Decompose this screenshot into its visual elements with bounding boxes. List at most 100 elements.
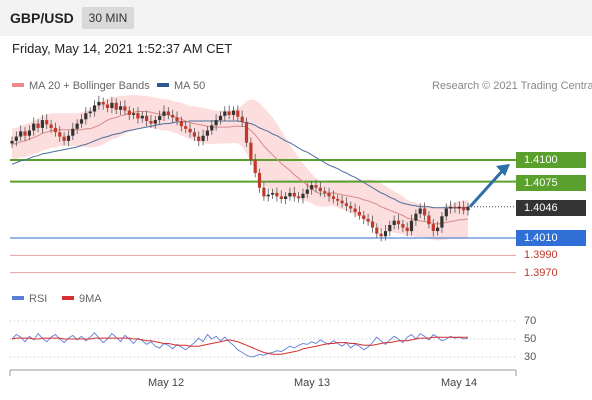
x-tick-may12: May 12 [148, 377, 185, 389]
legend-ma-bollinger: MA 20 + Bollinger Bands [12, 80, 150, 92]
candle-48 [218, 115, 223, 121]
candle-42 [192, 132, 196, 137]
candle-12 [62, 136, 66, 141]
candle-10 [53, 127, 57, 133]
candle-98 [436, 227, 440, 232]
candle-74 [331, 196, 335, 199]
ma20-line [11, 111, 469, 225]
candle-40 [184, 126, 188, 129]
candle-32 [149, 121, 153, 124]
candle-27 [127, 110, 131, 115]
candle-41 [188, 128, 192, 133]
candle-4 [27, 130, 31, 136]
candle-52 [236, 110, 240, 117]
rsi-tick-50: 50 [524, 333, 537, 345]
candle-56 [253, 160, 257, 173]
candle-58 [262, 187, 266, 197]
candle-29 [136, 113, 140, 119]
legend-ma50-label: MA 50 [174, 80, 206, 92]
candle-2 [19, 131, 23, 137]
candle-77 [344, 203, 348, 206]
legend-rsi-ma-swatch [62, 296, 74, 301]
price-label-1-3970: 1.3970 [524, 267, 558, 279]
candle-70 [314, 185, 318, 188]
candle-8 [45, 120, 49, 125]
candle-31 [145, 115, 149, 121]
candle-97 [431, 224, 435, 231]
candle-84 [375, 227, 379, 234]
x-tick-may13: May 13 [294, 377, 331, 389]
symbol-label: GBP/USD [10, 10, 74, 26]
candle-65 [292, 192, 296, 197]
candle-68 [305, 189, 309, 194]
candle-25 [119, 106, 123, 110]
candle-102 [453, 206, 457, 209]
legend-ma50: MA 50 [157, 80, 205, 92]
candle-83 [370, 221, 375, 228]
forecast-arrow-shaft [468, 167, 506, 208]
candle-62 [279, 196, 283, 199]
rsi-line [11, 331, 469, 358]
candle-103 [457, 206, 461, 209]
legend-rsi-swatch [12, 296, 24, 301]
timestamp: Friday, May 14, 2021 1:52:37 AM CET [12, 41, 233, 56]
candle-39 [179, 121, 183, 127]
rsi-tick-30: 30 [524, 351, 537, 363]
candle-3 [23, 131, 27, 136]
candle-64 [288, 192, 292, 197]
timeframe-button[interactable]: 30 MIN [82, 7, 134, 29]
candle-73 [327, 192, 331, 197]
candle-44 [201, 135, 205, 141]
candle-93 [414, 213, 418, 221]
legend-rsi-ma: 9MA [62, 293, 102, 305]
candle-92 [409, 220, 414, 232]
candle-18 [88, 111, 92, 114]
candle-36 [166, 111, 170, 115]
candle-89 [396, 220, 401, 225]
candle-0 [10, 140, 14, 144]
candle-11 [58, 132, 62, 137]
chart-header: GBP/USD 30 MIN [0, 0, 592, 36]
candle-16 [79, 119, 84, 124]
candle-13 [66, 135, 71, 141]
candle-7 [40, 120, 44, 128]
ma50-line [11, 120, 468, 209]
candle-28 [132, 113, 136, 115]
candle-20 [97, 101, 101, 106]
legend-ma-bollinger-label: MA 20 + Bollinger Bands [29, 80, 150, 92]
candle-86 [383, 231, 388, 237]
legend-rsi: RSI [12, 293, 47, 305]
candle-90 [401, 224, 405, 228]
candle-79 [353, 208, 357, 212]
legend-rsi-label: RSI [29, 293, 48, 305]
candle-30 [140, 115, 144, 119]
rsi-ma-line [11, 336, 468, 355]
candle-51 [231, 110, 236, 115]
candle-71 [318, 187, 322, 192]
candle-47 [214, 120, 218, 126]
candle-53 [240, 116, 244, 122]
candle-99 [440, 216, 444, 228]
candle-50 [227, 111, 231, 115]
candle-96 [427, 215, 431, 225]
candle-57 [257, 173, 262, 188]
candle-69 [310, 185, 314, 190]
candle-105 [466, 206, 470, 211]
candle-24 [114, 102, 118, 110]
forecast-arrow-head [496, 164, 510, 176]
price-tag-1-4100: 1.4100 [516, 152, 586, 168]
candle-59 [266, 194, 270, 197]
candle-22 [105, 104, 110, 108]
candle-67 [301, 193, 305, 199]
candle-94 [418, 208, 422, 214]
legend-rsi-ma-label: 9MA [79, 293, 102, 305]
candle-17 [84, 113, 88, 120]
candle-54 [244, 121, 249, 143]
candle-6 [36, 123, 40, 128]
candle-5 [32, 123, 36, 131]
candle-85 [379, 233, 383, 237]
legend-ma-bollinger-swatch [12, 83, 24, 88]
price-tag-last-1-4046: 1.4046 [516, 200, 586, 216]
candle-82 [366, 218, 370, 222]
